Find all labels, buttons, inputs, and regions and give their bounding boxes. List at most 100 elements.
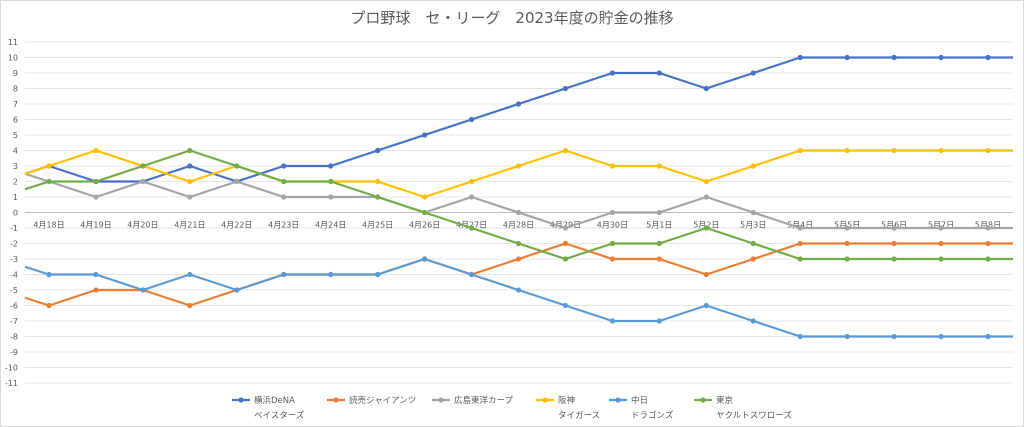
y-tick-label: -6 — [10, 302, 18, 311]
data-point — [234, 287, 240, 293]
data-point — [656, 163, 662, 169]
data-point — [93, 287, 99, 293]
data-point — [703, 302, 709, 309]
data-point — [891, 256, 897, 262]
y-tick-label: -1 — [10, 224, 18, 233]
data-point — [422, 256, 428, 262]
x-tick-label: 5月6日 — [881, 221, 907, 230]
data-point — [422, 194, 428, 200]
data-point — [891, 54, 897, 61]
data-point — [375, 147, 381, 154]
data-point — [46, 178, 52, 185]
data-point — [281, 271, 287, 278]
x-tick-label: 4月21日 — [174, 221, 205, 230]
data-point — [140, 287, 146, 293]
legend-label: 中日 — [631, 395, 648, 406]
data-point — [515, 256, 522, 262]
data-point — [656, 240, 662, 247]
data-point — [703, 178, 709, 185]
x-tick-label: 5月4日 — [787, 221, 813, 230]
data-point — [515, 287, 522, 293]
legend-marker — [438, 397, 444, 403]
y-tick-label: 1 — [13, 193, 18, 202]
data-point — [797, 54, 803, 61]
data-point — [985, 225, 991, 231]
legend-marker — [615, 397, 621, 403]
data-point — [938, 256, 944, 262]
chart-title: プロ野球 セ・リーグ 2023年度の貯金の推移 — [350, 9, 673, 27]
y-tick-label: 10 — [8, 54, 18, 63]
legend-label: タイガース — [558, 410, 600, 421]
data-point — [797, 225, 803, 231]
y-tick-label: -5 — [10, 286, 18, 295]
series-line — [24, 149, 1013, 199]
data-point — [703, 194, 709, 200]
data-point — [562, 256, 569, 262]
data-point — [656, 70, 662, 76]
data-point — [187, 163, 193, 169]
data-point — [234, 163, 240, 169]
data-point — [468, 116, 475, 123]
data-point — [468, 178, 475, 185]
data-point — [46, 302, 52, 309]
data-point — [375, 271, 381, 278]
data-point — [234, 178, 240, 185]
data-point — [468, 225, 475, 231]
data-point — [797, 147, 803, 154]
x-tick-label: 4月26日 — [409, 221, 440, 230]
data-point — [562, 225, 569, 231]
data-point — [515, 163, 522, 169]
data-point — [187, 194, 193, 200]
data-point — [750, 240, 756, 247]
data-point — [844, 54, 850, 61]
y-tick-label: 0 — [13, 209, 18, 218]
x-tick-label: 4月28日 — [503, 221, 534, 230]
data-point — [187, 302, 193, 309]
y-tick-label: 2 — [13, 178, 18, 187]
data-point — [187, 178, 193, 185]
x-tick-label: 4月19日 — [80, 221, 111, 230]
data-point — [844, 333, 850, 340]
data-point — [938, 333, 944, 340]
y-tick-label: 3 — [13, 162, 18, 171]
data-point — [281, 194, 287, 200]
legend-label: 東京 — [716, 395, 733, 406]
data-point — [609, 318, 616, 324]
data-point — [797, 240, 803, 247]
data-point — [422, 209, 428, 216]
y-tick-label: 8 — [13, 85, 18, 94]
data-point — [281, 178, 287, 185]
data-point — [187, 147, 193, 154]
y-tick-label: -10 — [5, 364, 18, 373]
y-tick-label: 7 — [13, 100, 18, 109]
y-tick-label: -2 — [10, 240, 18, 249]
x-axis-ticks: 4月18日 4月19日 4月20日 4月21日 4月22日 4月23日 4月24日 4月25日… — [33, 221, 1001, 230]
data-point — [985, 256, 991, 262]
data-point — [891, 225, 897, 231]
y-tick-label: -11 — [5, 379, 18, 388]
y-tick-label: -4 — [10, 271, 18, 280]
data-point — [562, 302, 569, 309]
x-tick-label: 4月24日 — [315, 221, 346, 230]
data-point — [609, 70, 616, 76]
data-point — [844, 225, 850, 231]
data-point — [93, 271, 99, 278]
x-tick-label: 4月27日 — [456, 221, 487, 230]
data-point — [891, 147, 897, 154]
legend-label: ドラゴンズ — [631, 410, 674, 421]
data-point — [797, 333, 803, 340]
data-point — [609, 163, 616, 169]
data-point — [985, 147, 991, 154]
data-point — [844, 147, 850, 154]
data-point — [844, 256, 850, 262]
y-tick-label: -8 — [10, 333, 18, 342]
data-point — [562, 147, 569, 154]
x-tick-label: 5月1日 — [646, 221, 672, 230]
x-tick-label: 5月3日 — [740, 221, 766, 230]
data-point — [703, 85, 709, 92]
series-group — [24, 54, 1013, 340]
